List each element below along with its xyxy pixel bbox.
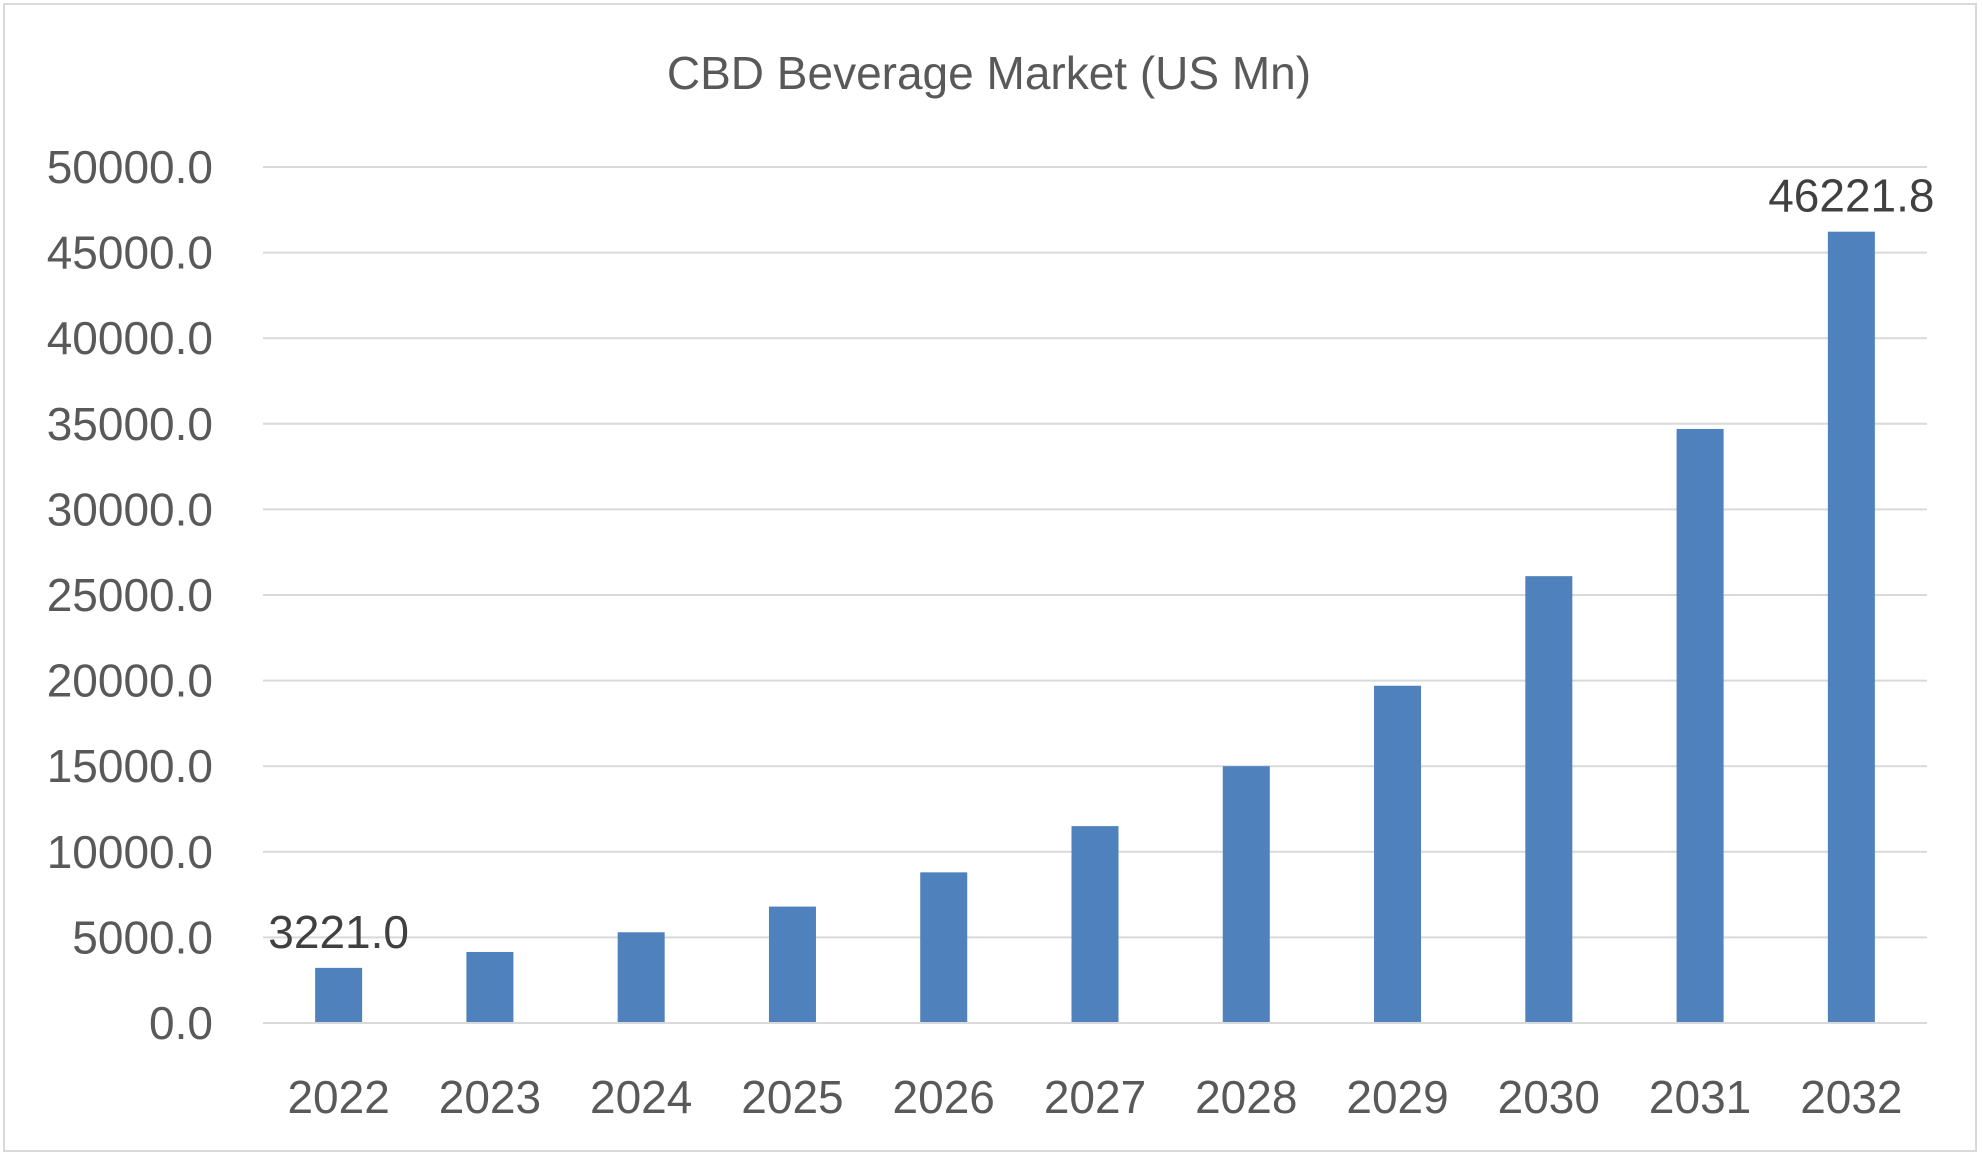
y-axis-ticks: 0.0 5000.0 10000.0 15000.0 20000.0 25000.0 300…: [47, 141, 213, 1049]
x-tick-label: 2032: [1800, 1071, 1902, 1123]
bar-2028: [1222, 766, 1270, 1023]
y-tick-label: 50000.0: [47, 141, 213, 193]
y-tick-label: 0.0: [149, 997, 213, 1049]
bar-2026: [920, 872, 968, 1023]
x-tick-label: 2031: [1649, 1071, 1751, 1123]
y-tick-label: 35000.0: [47, 398, 213, 450]
y-tick-label: 45000.0: [47, 227, 213, 279]
y-tick-label: 5000.0: [72, 911, 213, 963]
data-label-2032: 46221.8: [1768, 170, 1934, 222]
x-tick-label: 2026: [893, 1071, 995, 1123]
bar-2023: [466, 951, 514, 1023]
bar-chart: CBD Beverage Market (US Mn) 0.0 5000.0 100…: [47, 47, 1935, 1123]
y-tick-label: 20000.0: [47, 655, 213, 707]
bar-2025: [768, 906, 816, 1023]
x-tick-label: 2024: [590, 1071, 692, 1123]
bar-2029: [1374, 685, 1422, 1023]
x-tick-label: 2030: [1498, 1071, 1600, 1123]
x-tick-label: 2025: [741, 1071, 843, 1123]
x-tick-label: 2023: [439, 1071, 541, 1123]
chart-frame: CBD Beverage Market (US Mn) 0.0 5000.0 100…: [3, 3, 1977, 1152]
x-tick-label: 2027: [1044, 1071, 1146, 1123]
bars: [315, 231, 1875, 1023]
y-tick-label: 40000.0: [47, 312, 213, 364]
gridlines: [263, 166, 1927, 939]
x-tick-label: 2029: [1346, 1071, 1448, 1123]
y-tick-label: 10000.0: [47, 826, 213, 878]
data-label-2022: 3221.0: [268, 906, 409, 958]
y-tick-label: 30000.0: [47, 483, 213, 535]
x-tick-label: 2028: [1195, 1071, 1297, 1123]
bar-2022: [315, 967, 363, 1023]
chart-title: CBD Beverage Market (US Mn): [667, 47, 1311, 99]
bar-2024: [617, 932, 665, 1023]
y-tick-label: 15000.0: [47, 740, 213, 792]
y-tick-label: 25000.0: [47, 569, 213, 621]
bar-2031: [1676, 428, 1724, 1023]
x-axis-ticks: 2022 2023 2024 2025 2026 2027 2028 2029 2030 2031…: [287, 1071, 1902, 1123]
data-labels: 3221.0 46221.8: [268, 170, 1934, 958]
bar-2032: [1827, 231, 1875, 1023]
bar-2027: [1071, 826, 1119, 1023]
x-tick-label: 2022: [287, 1071, 389, 1123]
bar-2030: [1525, 576, 1573, 1023]
